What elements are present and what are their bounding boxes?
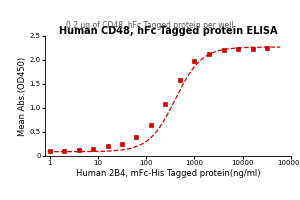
Y-axis label: Mean Abs.(OD450): Mean Abs.(OD450) [18,56,27,136]
X-axis label: Human 2B4, mFc-His Tagged protein(ng/ml): Human 2B4, mFc-His Tagged protein(ng/ml) [76,169,260,178]
Title: Human CD48, hFc Tagged protein ELISA: Human CD48, hFc Tagged protein ELISA [59,26,277,36]
Text: 0.2 μg of CD48, hFc Tagged protein per well: 0.2 μg of CD48, hFc Tagged protein per w… [66,21,234,30]
